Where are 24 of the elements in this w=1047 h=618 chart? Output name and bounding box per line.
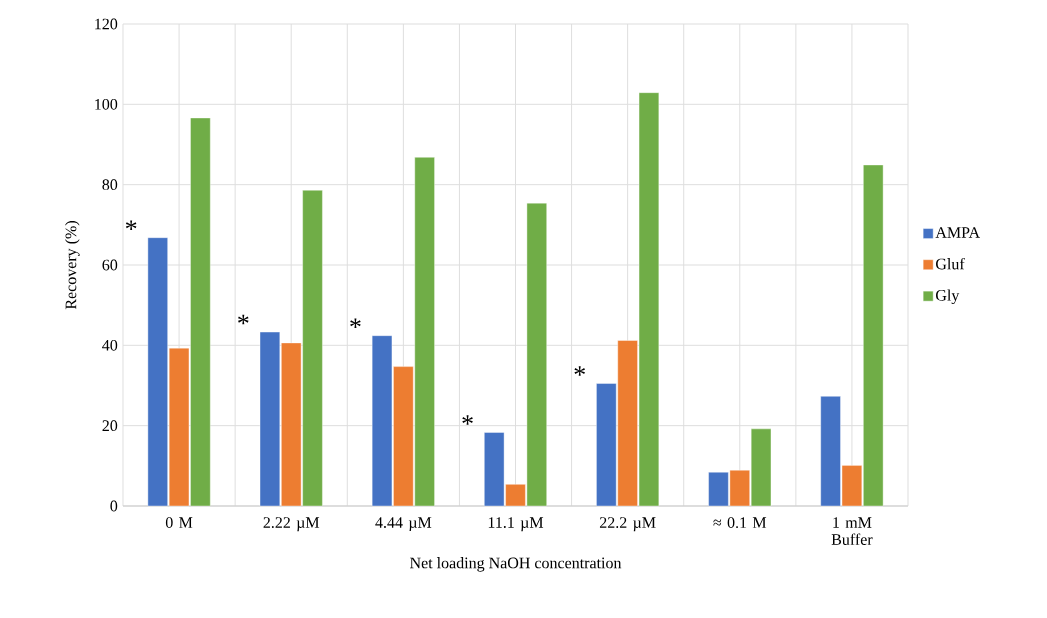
- annotation: *: [238, 314, 249, 325]
- annotation: *: [574, 366, 585, 376]
- annotation: *: [462, 415, 473, 425]
- y-tick-label: 0: [110, 500, 118, 512]
- x-tick-label: 2.22 µM: [263, 517, 320, 532]
- y-axis-title: Recovery (%): [65, 221, 80, 310]
- y-tick-label: 40: [102, 339, 118, 351]
- annotation: *: [350, 318, 361, 328]
- y-tick-label: 120: [95, 18, 118, 30]
- x-tick-label: ≈ 0.1 M: [713, 517, 767, 529]
- annotation: *: [125, 220, 137, 230]
- y-tick-label: 80: [102, 179, 118, 191]
- x-tick-label: 22.2 µM: [599, 517, 656, 532]
- x-tick-label: 11.1 µM: [488, 517, 544, 532]
- legend-label: Gly: [936, 289, 960, 305]
- x-tick-label: 4.44 µM: [375, 517, 432, 532]
- legend-label: AMPA: [935, 227, 981, 238]
- y-tick-label: 100: [95, 98, 118, 110]
- x-tick-label: 0 M: [165, 517, 193, 528]
- legend-label: Gluf: [936, 257, 965, 270]
- y-tick-label: 60: [102, 259, 118, 271]
- x-axis-title: Net loading NaOH concentration: [409, 557, 622, 572]
- x-tick-label: 1 mM Buffer: [831, 517, 873, 545]
- y-tick-label: 20: [102, 420, 118, 432]
